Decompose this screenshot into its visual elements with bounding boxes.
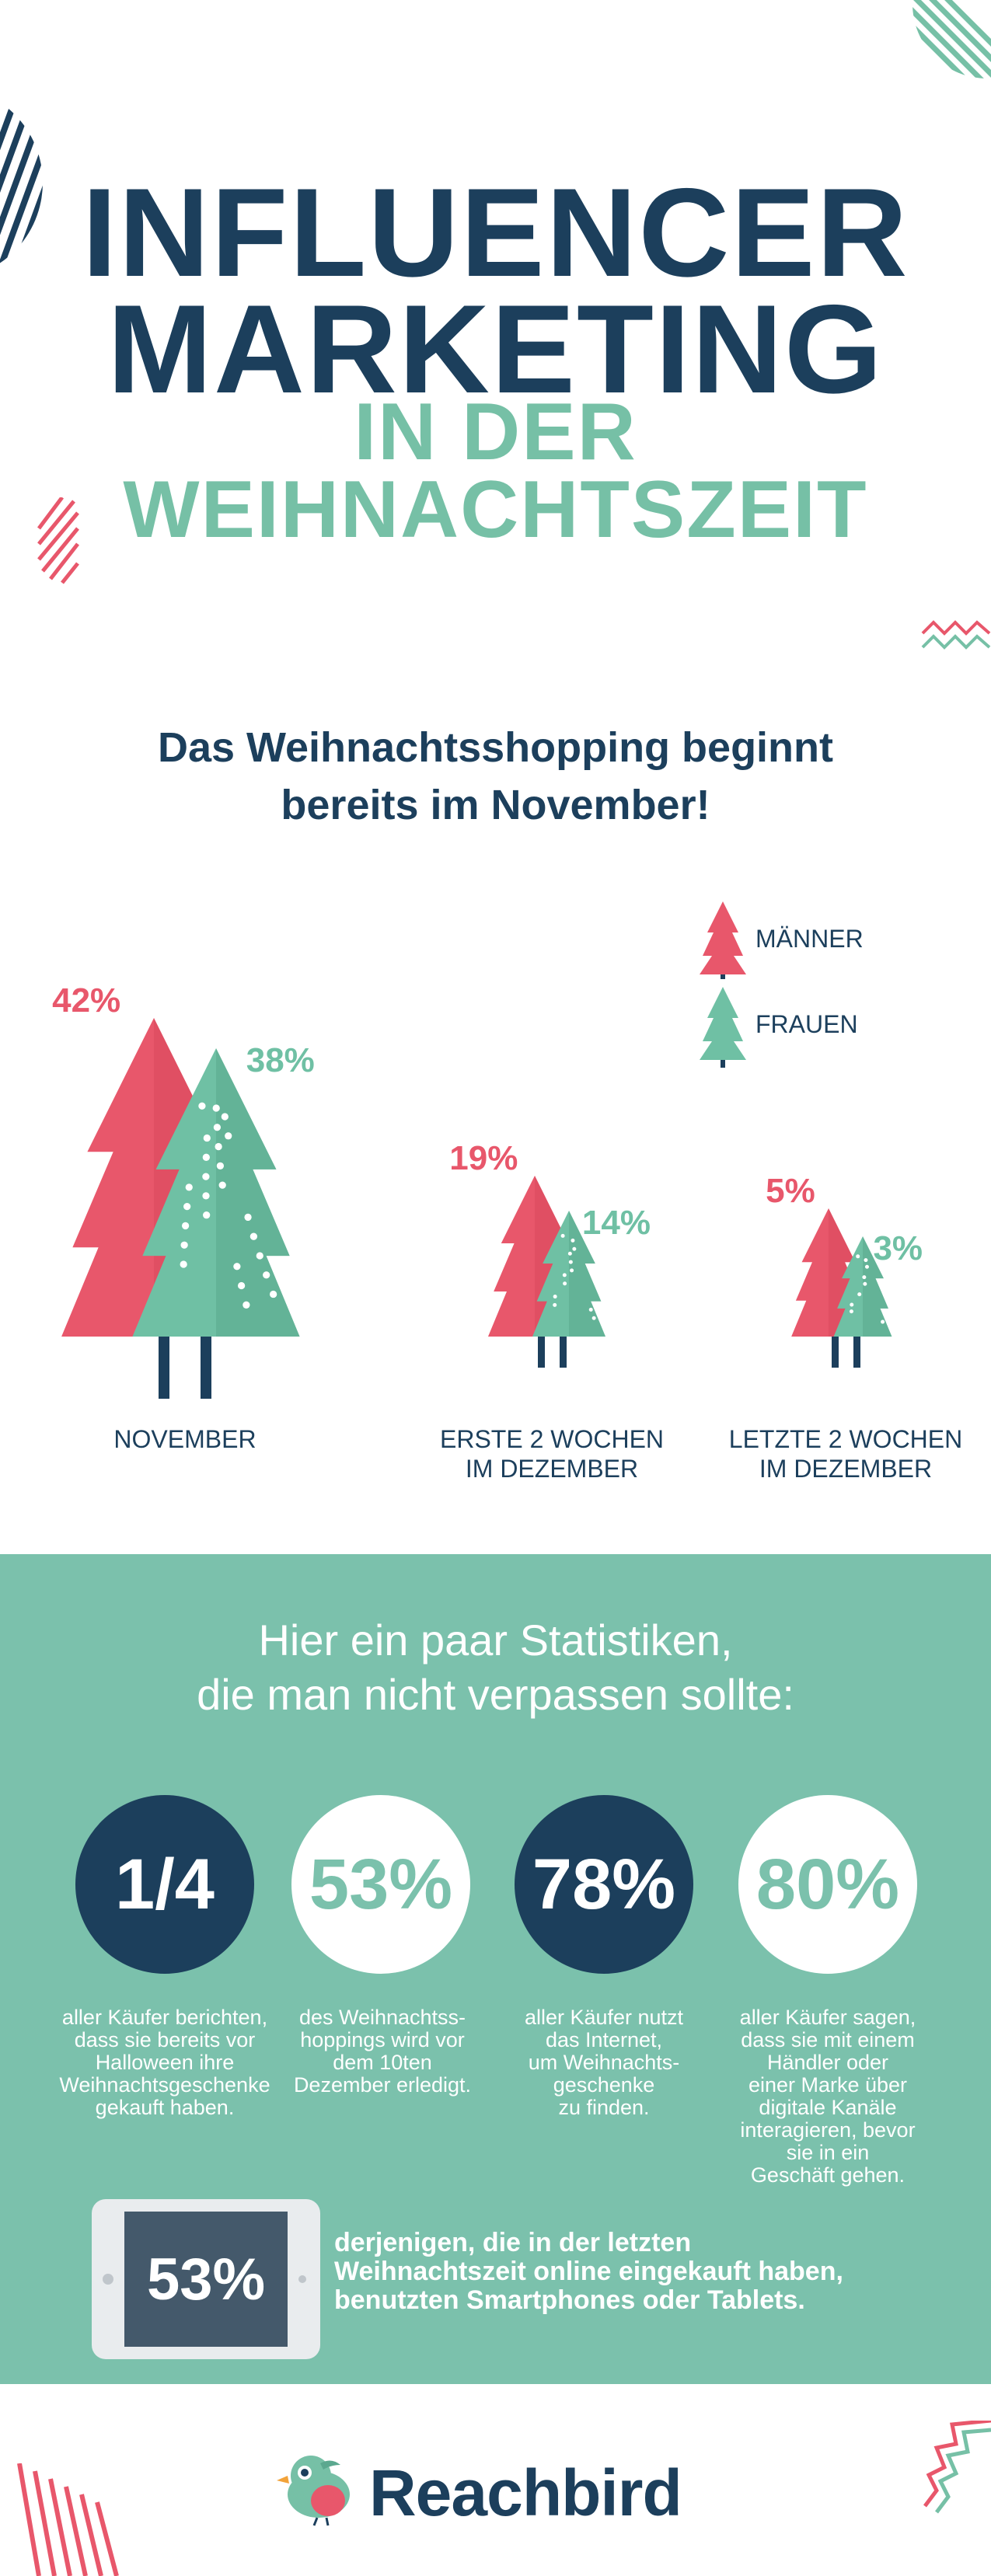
stat-circle-3: 78% bbox=[515, 1795, 693, 1974]
title-line-1: INFLUENCER bbox=[82, 162, 909, 303]
trunk-left-2 bbox=[832, 1337, 839, 1368]
stat-circle-4: 80% bbox=[738, 1795, 917, 1974]
trunk-right-2 bbox=[853, 1337, 860, 1368]
legend-men-tree-icon bbox=[700, 901, 746, 979]
subtitle-line-1: IN DER bbox=[354, 387, 637, 477]
decor-zigzag-right bbox=[921, 620, 991, 650]
category-label-0-0: NOVEMBER bbox=[113, 1425, 256, 1453]
trunk-left-1 bbox=[538, 1337, 545, 1368]
stat-circle-2: 53% bbox=[291, 1795, 470, 1974]
category-label-2-1: IM DEZEMBER bbox=[759, 1455, 932, 1483]
reachbird-bird-logo-icon bbox=[277, 2456, 350, 2526]
tree-women-0 bbox=[132, 1048, 300, 1337]
stat-text-1: aller Käufer berichten, dass sie bereits… bbox=[59, 2006, 270, 2119]
decor-stripes-left bbox=[0, 85, 43, 280]
stat-circle-1: 1/4 bbox=[75, 1795, 254, 1974]
brand-wordmark: Reachbird bbox=[369, 2456, 682, 2529]
decor-stripes-top-right bbox=[912, 0, 991, 78]
label-men-1: 19% bbox=[449, 1139, 518, 1177]
stat-text-3: aller Käufer nutzt das Internet, um Weih… bbox=[524, 2006, 684, 2119]
tablet-camera-dot bbox=[103, 2274, 113, 2285]
title-line-2: MARKETING bbox=[107, 279, 884, 420]
stat-text-2: des Weihnachtss- hoppings wird vor dem 1… bbox=[293, 2006, 472, 2097]
decor-zigzag-bottom-right bbox=[923, 2421, 991, 2514]
section-heading-line-1: Das Weihnachtsshopping beginnt bbox=[157, 724, 834, 771]
decor-stripes-bottom-left bbox=[17, 2463, 119, 2576]
label-men-2: 5% bbox=[766, 1172, 815, 1210]
label-women-2: 3% bbox=[873, 1229, 923, 1267]
trunk-left-0 bbox=[159, 1337, 169, 1399]
label-men-0: 42% bbox=[52, 981, 120, 1020]
tree-women-2 bbox=[833, 1236, 892, 1337]
legend-women-tree-icon bbox=[700, 987, 746, 1068]
tablet-icon: 53% bbox=[92, 2199, 320, 2359]
tablet-home-dot bbox=[298, 2275, 306, 2283]
stats-heading-line-1: Hier ein paar Statistiken, bbox=[258, 1616, 733, 1664]
category-label-1-1: IM DEZEMBER bbox=[466, 1455, 638, 1483]
section-heading-line-2: bereits im November! bbox=[281, 782, 710, 828]
stats-heading-line-2: die man nicht verpassen sollte: bbox=[197, 1670, 794, 1719]
stat-text-4: aller Käufer sagen, dass sie mit einem H… bbox=[739, 2006, 916, 2187]
legend-men-label: MÄNNER bbox=[755, 925, 864, 953]
tablet-screen-value: 53% bbox=[124, 2212, 288, 2347]
decor-hatch-left bbox=[37, 497, 79, 584]
legend-women-label: FRAUEN bbox=[755, 1010, 858, 1038]
label-women-1: 14% bbox=[582, 1204, 651, 1242]
tablet-note: derjenigen, die in der letzten Weihnacht… bbox=[334, 2228, 843, 2315]
trunk-right-1 bbox=[560, 1337, 567, 1368]
tree-women-1 bbox=[532, 1211, 605, 1337]
category-label-1-0: ERSTE 2 WOCHEN bbox=[440, 1425, 664, 1453]
trunk-right-0 bbox=[201, 1337, 211, 1399]
subtitle-line-2: WEIHNACHTSZEIT bbox=[123, 465, 868, 555]
category-label-2-0: LETZTE 2 WOCHEN bbox=[729, 1425, 962, 1453]
label-women-0: 38% bbox=[246, 1041, 315, 1079]
